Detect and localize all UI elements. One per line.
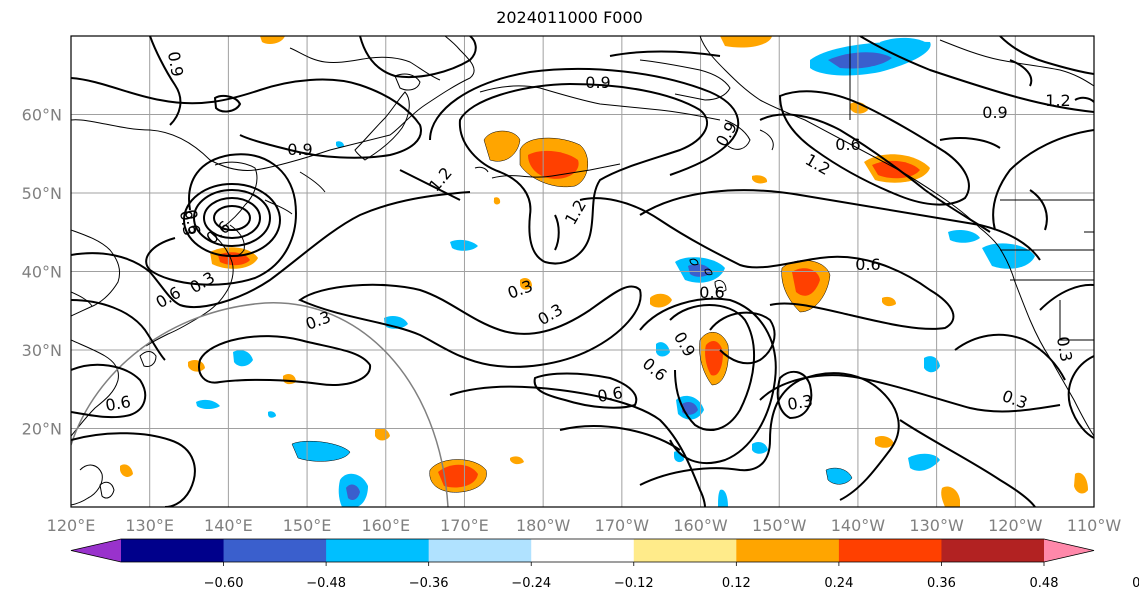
contour-label: 1.2 xyxy=(1045,91,1070,110)
map-panel: 0.90.91.20.30.60.90.61.20.30.30.6 0.30.60… xyxy=(71,36,1094,507)
latitude-tick-labels: 20°N 30°N 40°N 50°N 60°N xyxy=(22,106,62,439)
map-frame xyxy=(70,35,1095,508)
map-title: 2024011000 F000 xyxy=(496,8,643,27)
longitude-tick-labels: 120°E 130°E 140°E 150°E 160°E 170°E 180°W 170°W… xyxy=(47,516,1122,535)
colorbar-segment xyxy=(736,539,840,562)
lon-tick-label: 160°W xyxy=(673,516,728,535)
contour-label: 0.3 xyxy=(176,209,199,237)
colorbar-segment xyxy=(326,539,430,562)
contour-label: 0.9 xyxy=(982,103,1007,122)
contour-label: 0.6 xyxy=(835,135,860,154)
lon-tick-label: 180°W xyxy=(516,516,571,535)
lon-tick-label: 120°E xyxy=(47,516,96,535)
colorbar-segment xyxy=(121,539,225,562)
lon-tick-label: 120°W xyxy=(988,516,1043,535)
colorbar-tick-label: 0.60 xyxy=(1132,576,1139,591)
colorbar-extend-max xyxy=(1044,539,1094,562)
colorbar-tick-labels: −0.60 −0.48 −0.36 −0.24 −0.12 0.12 0.24 0.36 0.4… xyxy=(204,562,1139,591)
lon-tick-label: 150°E xyxy=(283,516,332,535)
contour-label: 0.6 xyxy=(855,255,880,274)
contour-label: 0.9 xyxy=(164,50,187,78)
shaded-anomalies xyxy=(120,36,1088,507)
lon-tick-label: 170°E xyxy=(440,516,489,535)
circle-arc xyxy=(71,302,449,507)
colorbar-tick-label: −0.60 xyxy=(204,576,244,591)
colorbar-segment xyxy=(428,539,532,562)
contour-label: 0.9 xyxy=(585,73,610,92)
lat-tick-label: 60°N xyxy=(22,106,62,125)
contour-label: 0.9 xyxy=(287,140,312,159)
colorbar-segment xyxy=(223,539,327,562)
colorbar-tick-label: 0.24 xyxy=(824,576,853,591)
colorbar-tick-label: −0.12 xyxy=(614,576,654,591)
coastlines xyxy=(71,36,1094,506)
colorbar-tick-label: −0.24 xyxy=(511,576,551,591)
contour-label: 0.6 xyxy=(181,208,204,236)
lon-tick-label: 160°E xyxy=(361,516,410,535)
lon-tick-label: 130°W xyxy=(909,516,964,535)
contour-lines xyxy=(71,36,1094,507)
contour-label: 0.3 xyxy=(1053,335,1076,363)
colorbar-extend-min xyxy=(71,539,121,562)
colorbar-segment xyxy=(633,539,737,562)
lon-tick-label: 170°W xyxy=(595,516,650,535)
lat-tick-label: 50°N xyxy=(22,184,62,203)
contour-label: 0.6 xyxy=(596,383,624,406)
contour-label: 0.6 xyxy=(104,392,132,415)
lat-tick-label: 30°N xyxy=(22,341,62,360)
contour-label: 0.6 xyxy=(699,283,724,302)
contour-label: 0.3 xyxy=(786,391,814,414)
colorbar-tick-label: −0.48 xyxy=(306,576,346,591)
colorbar-segment xyxy=(838,539,942,562)
lon-tick-label: 130°E xyxy=(125,516,174,535)
colorbar-segment xyxy=(941,539,1045,562)
shade-outlines xyxy=(291,130,853,493)
colorbar-tick-label: 0.48 xyxy=(1030,576,1059,591)
lat-tick-label: 20°N xyxy=(22,420,62,439)
colorbar-outline xyxy=(70,538,1095,563)
colorbar-tick-label: 0.36 xyxy=(927,576,956,591)
colorbar-tick-label: 0.12 xyxy=(722,576,751,591)
colorbar-tick-label: −0.36 xyxy=(409,576,449,591)
lon-tick-label: 140°E xyxy=(204,516,253,535)
lon-tick-label: 110°W xyxy=(1067,516,1122,535)
lon-tick-label: 150°W xyxy=(752,516,807,535)
lat-tick-label: 40°N xyxy=(22,263,62,282)
colorbar xyxy=(70,538,1095,563)
lon-tick-label: 140°W xyxy=(831,516,886,535)
colorbar-segment xyxy=(531,539,635,562)
